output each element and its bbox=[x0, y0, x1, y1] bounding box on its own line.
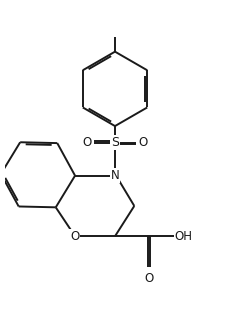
Text: O: O bbox=[70, 230, 79, 243]
Text: N: N bbox=[110, 169, 119, 182]
Text: O: O bbox=[137, 136, 147, 149]
Text: O: O bbox=[82, 136, 92, 149]
Text: OH: OH bbox=[174, 230, 192, 243]
Text: S: S bbox=[111, 136, 118, 149]
Text: O: O bbox=[143, 272, 153, 285]
